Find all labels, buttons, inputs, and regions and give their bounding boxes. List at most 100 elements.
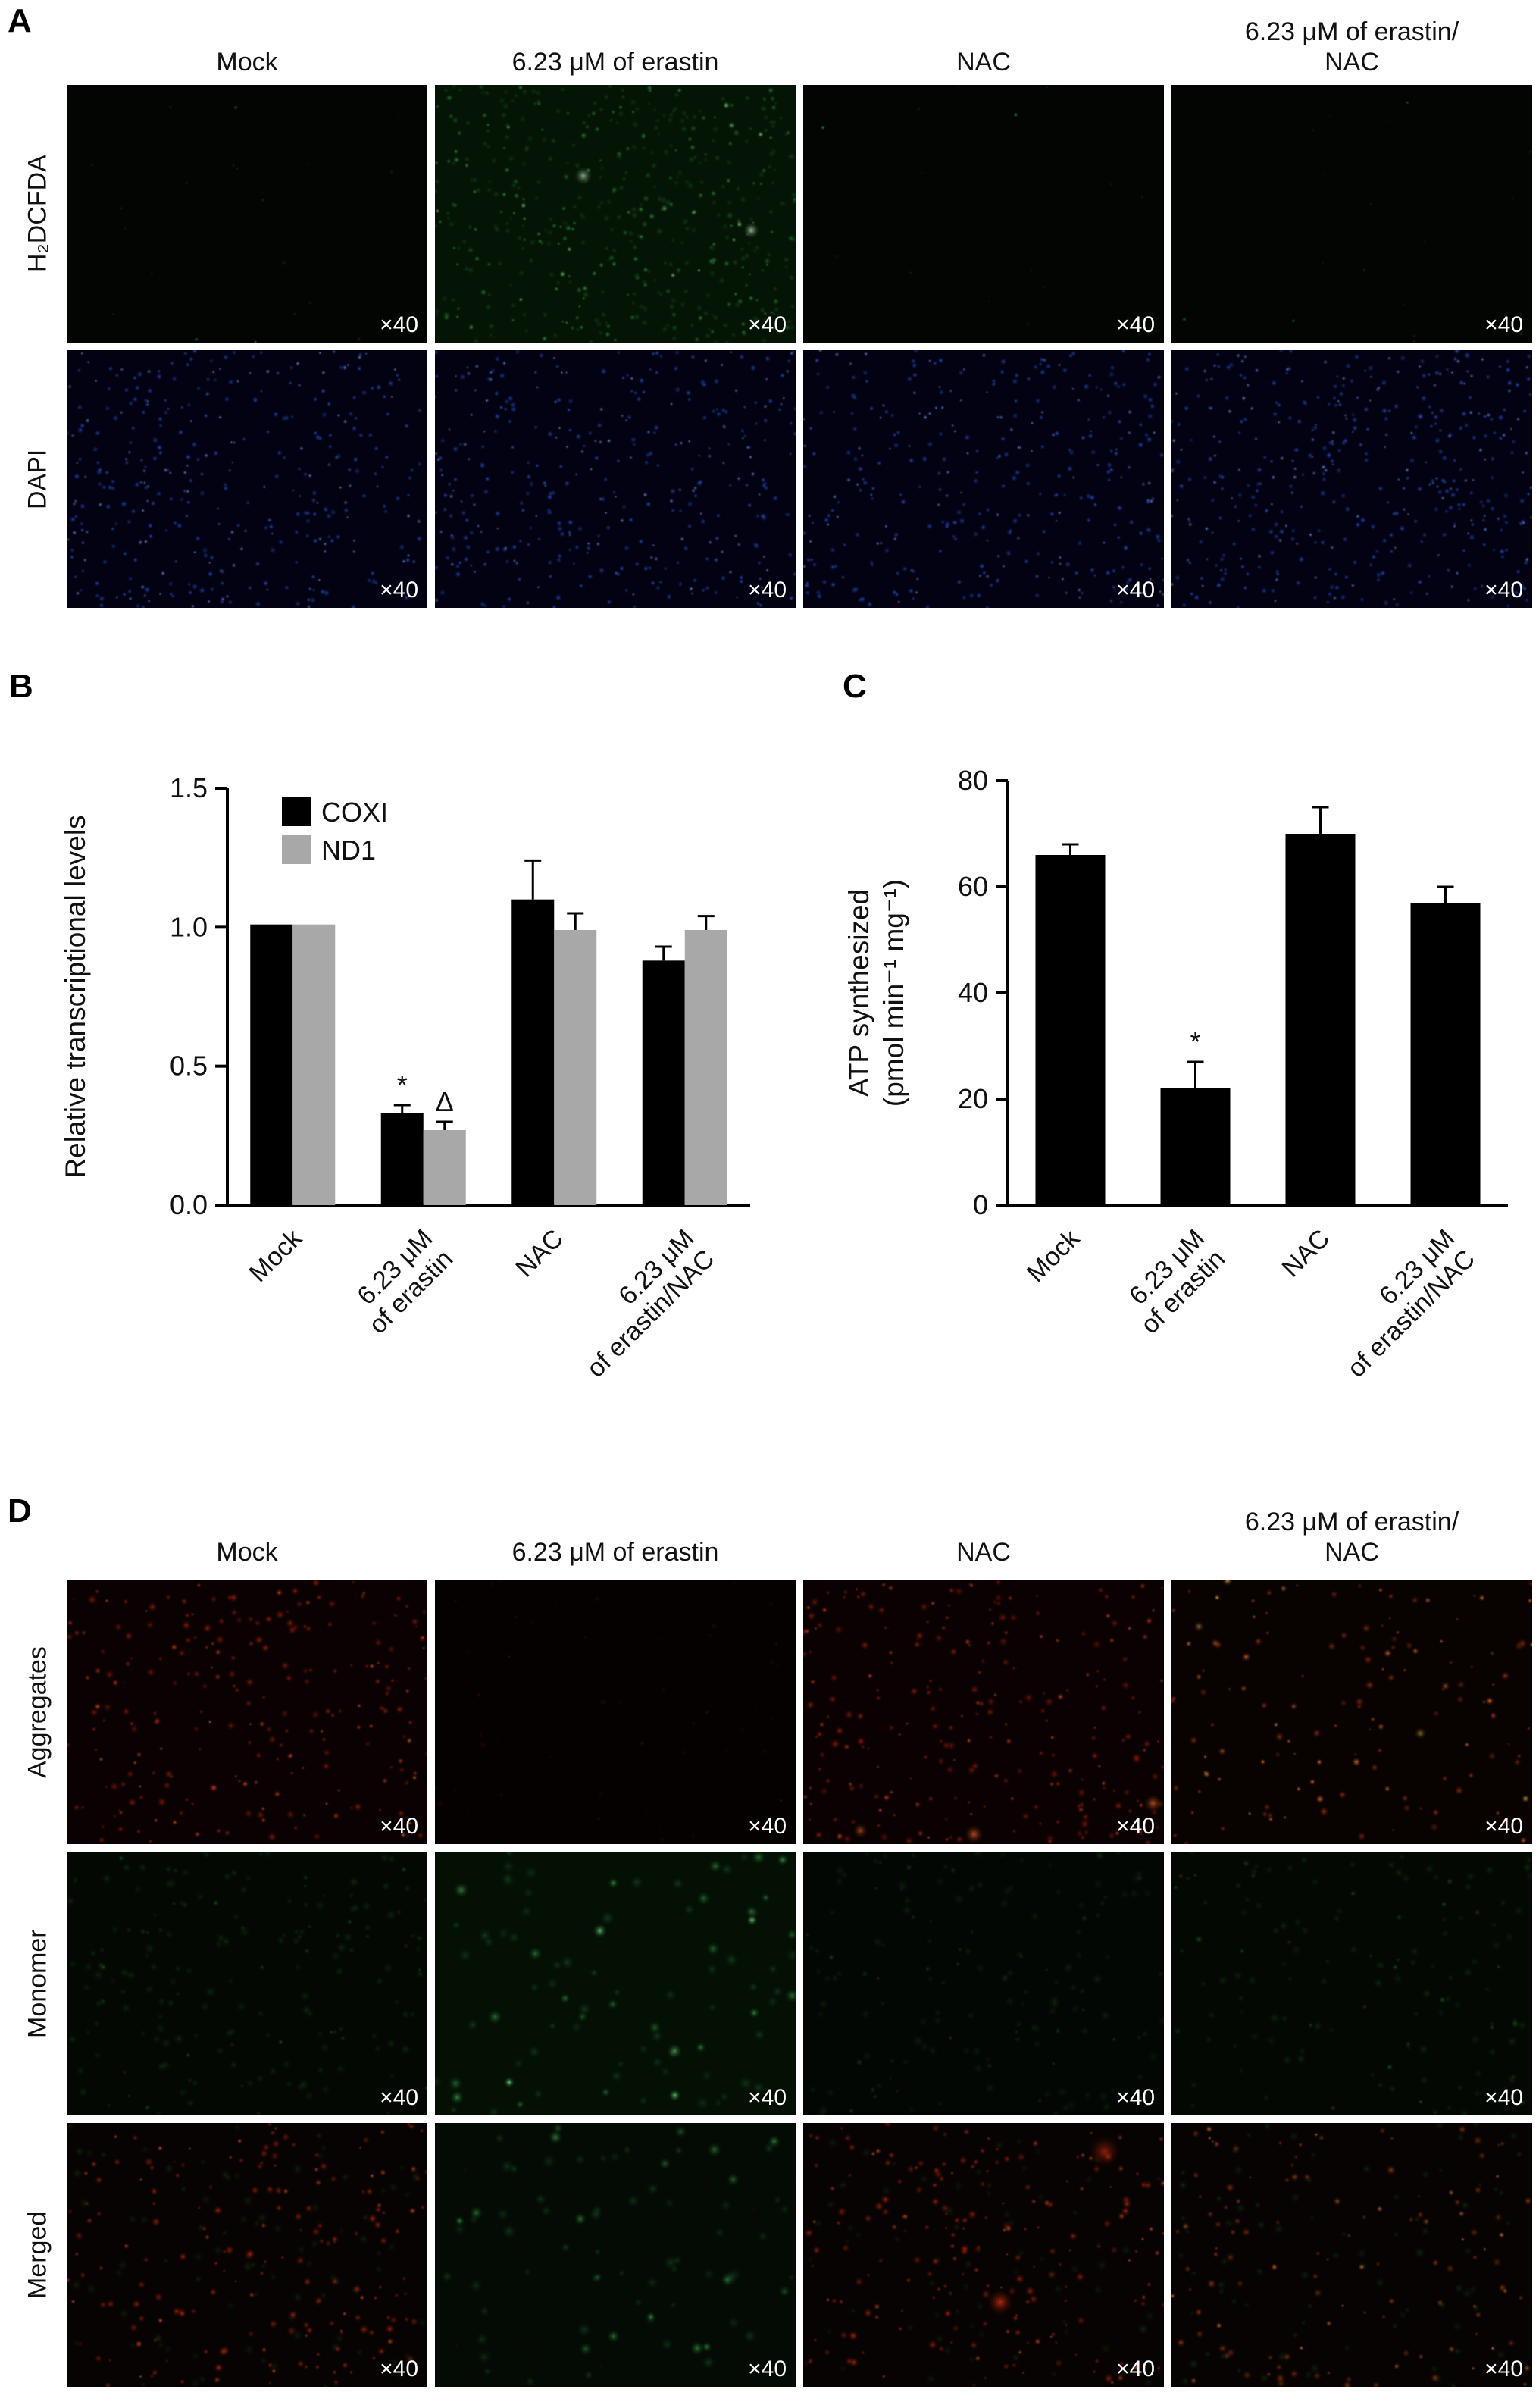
micrograph-d-monomer-6-23-m-of-erastin-nac: ×40 <box>1171 1852 1532 2115</box>
magnification-label: ×40 <box>748 578 787 603</box>
magnification-label: ×40 <box>748 2085 787 2110</box>
micrograph-d-merged-mock: ×40 <box>67 2123 427 2387</box>
svg-text:0.0: 0.0 <box>170 1189 208 1220</box>
svg-text:(pmol min⁻¹ mg⁻¹): (pmol min⁻¹ mg⁻¹) <box>878 879 909 1107</box>
svg-text:0: 0 <box>973 1189 988 1220</box>
magnification-label: ×40 <box>1116 1814 1155 1839</box>
micrograph-a-h-dcfda-6-23-m-of-erastin: ×40 <box>435 85 796 343</box>
svg-text:80: 80 <box>958 765 988 796</box>
micrograph-a-dapi-6-23-m-of-erastin: ×40 <box>435 350 796 608</box>
micrograph-d-aggregates-mock: ×40 <box>67 1580 427 1844</box>
bar-chart-transcription: 0.0 0.5 1.0 1.5 * Δ COXI ND1 Mock 6.23 μMof erast… <box>60 772 750 1383</box>
micrograph-d-aggregates-6-23-m-of-erastin: ×40 <box>435 1580 796 1844</box>
micrograph-a-dapi-mock: ×40 <box>67 350 427 608</box>
svg-text:ND1: ND1 <box>321 835 376 866</box>
micrograph-canvas <box>67 1852 427 2115</box>
svg-text:20: 20 <box>958 1083 988 1114</box>
svg-text:6.23 μMof erastin/NAC: 6.23 μMof erastin/NAC <box>1322 1224 1481 1383</box>
column-header-6-23-m-of-erastin: 6.23 μM of erastin/NAC <box>1244 1507 1459 1567</box>
svg-text:6.23 μMof erastin/NAC: 6.23 μMof erastin/NAC <box>561 1224 720 1383</box>
magnification-label: ×40 <box>748 2356 787 2381</box>
svg-text:*: * <box>1190 1026 1200 1057</box>
svg-text:40: 40 <box>958 977 988 1008</box>
row-label-monomer: Monomer <box>23 1929 52 2038</box>
panel-a-row-labels: H₂DCFDA DAPI <box>18 85 58 608</box>
micrograph-d-merged-6-23-m-of-erastin-nac: ×40 <box>1171 2123 1532 2387</box>
svg-text:6.23 μMof erastin: 6.23 μMof erastin <box>1115 1224 1231 1340</box>
svg-text:NAC: NAC <box>1277 1224 1336 1283</box>
micrograph-canvas <box>435 2123 796 2387</box>
bar-chart-atp: 0 20 40 60 80 * Mock 6.23 μMof erastin NAC 6.23 μ… <box>843 765 1508 1383</box>
magnification-label: ×40 <box>380 2356 418 2381</box>
micrograph-d-monomer-mock: ×40 <box>67 1852 427 2115</box>
magnification-label: ×40 <box>1484 1814 1523 1839</box>
column-header-mock: Mock <box>216 1537 278 1567</box>
magnification-label: ×40 <box>1484 2356 1523 2381</box>
micrograph-canvas <box>1171 2123 1532 2387</box>
magnification-label: ×40 <box>748 1814 787 1839</box>
column-header-6-23-m-of-erastin: 6.23 μM of erastin <box>511 47 719 77</box>
micrograph-canvas <box>1171 1852 1532 2115</box>
panel-c-label: C <box>843 668 867 705</box>
svg-text:COXI: COXI <box>321 797 388 828</box>
magnification-label: ×40 <box>1116 2085 1155 2110</box>
micrograph-canvas <box>67 350 427 608</box>
micrograph-canvas <box>803 85 1164 343</box>
svg-text:1.0: 1.0 <box>170 911 208 942</box>
magnification-label: ×40 <box>1116 2356 1155 2381</box>
micrograph-a-h-dcfda-nac: ×40 <box>803 85 1164 343</box>
svg-text:Mock: Mock <box>1021 1223 1086 1288</box>
column-header-6-23-m-of-erastin: 6.23 μM of erastin/NAC <box>1244 17 1459 77</box>
magnification-label: ×40 <box>1484 312 1523 337</box>
micrograph-d-aggregates-6-23-m-of-erastin-nac: ×40 <box>1171 1580 1532 1844</box>
svg-text:ATP synthesized: ATP synthesized <box>843 889 874 1097</box>
panel-a-label: A <box>8 2 32 39</box>
column-header-6-23-m-of-erastin: 6.23 μM of erastin <box>511 1537 719 1567</box>
magnification-label: ×40 <box>1484 2085 1523 2110</box>
micrograph-canvas <box>1171 350 1532 608</box>
magnification-label: ×40 <box>380 2085 418 2110</box>
column-header-nac: NAC <box>956 47 1011 77</box>
panel-d-row-labels: Aggregates Monomer Merged <box>18 1580 58 2387</box>
panel-d-column-headers: Mock 6.23 μM of erastin NAC 6.23 μM of eras… <box>67 1487 1532 1572</box>
magnification-label: ×40 <box>380 1814 418 1839</box>
micrograph-canvas <box>803 1852 1164 2115</box>
svg-text:1.5: 1.5 <box>170 772 208 803</box>
svg-text:Mock: Mock <box>244 1223 308 1288</box>
micrograph-d-merged-6-23-m-of-erastin: ×40 <box>435 2123 796 2387</box>
svg-text:NAC: NAC <box>510 1224 569 1283</box>
panel-d-label: D <box>8 1492 32 1530</box>
micrograph-canvas <box>67 2123 427 2387</box>
panel-b-label: B <box>9 668 33 705</box>
panel-a-column-headers: Mock 6.23 μM of erastin NAC 6.23 μM of eras… <box>67 3 1532 82</box>
micrograph-d-monomer-nac: ×40 <box>803 1852 1164 2115</box>
magnification-label: ×40 <box>1116 578 1155 603</box>
row-label-dapi: DAPI <box>23 449 52 509</box>
micrograph-canvas <box>803 350 1164 608</box>
micrograph-canvas <box>435 85 796 343</box>
micrograph-d-merged-nac: ×40 <box>803 2123 1164 2387</box>
micrograph-canvas <box>67 85 427 343</box>
panel-a-image-grid: ×40 ×40 ×40 ×40 ×40 ×40 ×40 ×40 <box>67 85 1532 608</box>
magnification-label: ×40 <box>1484 578 1523 603</box>
magnification-label: ×40 <box>380 312 418 337</box>
micrograph-d-aggregates-nac: ×40 <box>803 1580 1164 1844</box>
magnification-label: ×40 <box>748 312 787 337</box>
row-label-h-dcfda: H₂DCFDA <box>23 155 52 273</box>
svg-text:60: 60 <box>958 871 988 902</box>
magnification-label: ×40 <box>1116 312 1155 337</box>
micrograph-canvas <box>435 1852 796 2115</box>
row-label-aggregates: Aggregates <box>23 1646 52 1778</box>
micrograph-canvas <box>1171 1580 1532 1844</box>
micrograph-canvas <box>803 2123 1164 2387</box>
micrograph-canvas <box>67 1580 427 1844</box>
micrograph-a-dapi-nac: ×40 <box>803 350 1164 608</box>
micrograph-d-monomer-6-23-m-of-erastin: ×40 <box>435 1852 796 2115</box>
svg-text:0.5: 0.5 <box>170 1051 208 1082</box>
column-header-mock: Mock <box>216 47 278 77</box>
row-label-merged: Merged <box>23 2211 52 2299</box>
micrograph-a-h-dcfda-mock: ×40 <box>67 85 427 343</box>
column-header-nac: NAC <box>956 1537 1011 1567</box>
svg-text:*: * <box>397 1069 408 1101</box>
